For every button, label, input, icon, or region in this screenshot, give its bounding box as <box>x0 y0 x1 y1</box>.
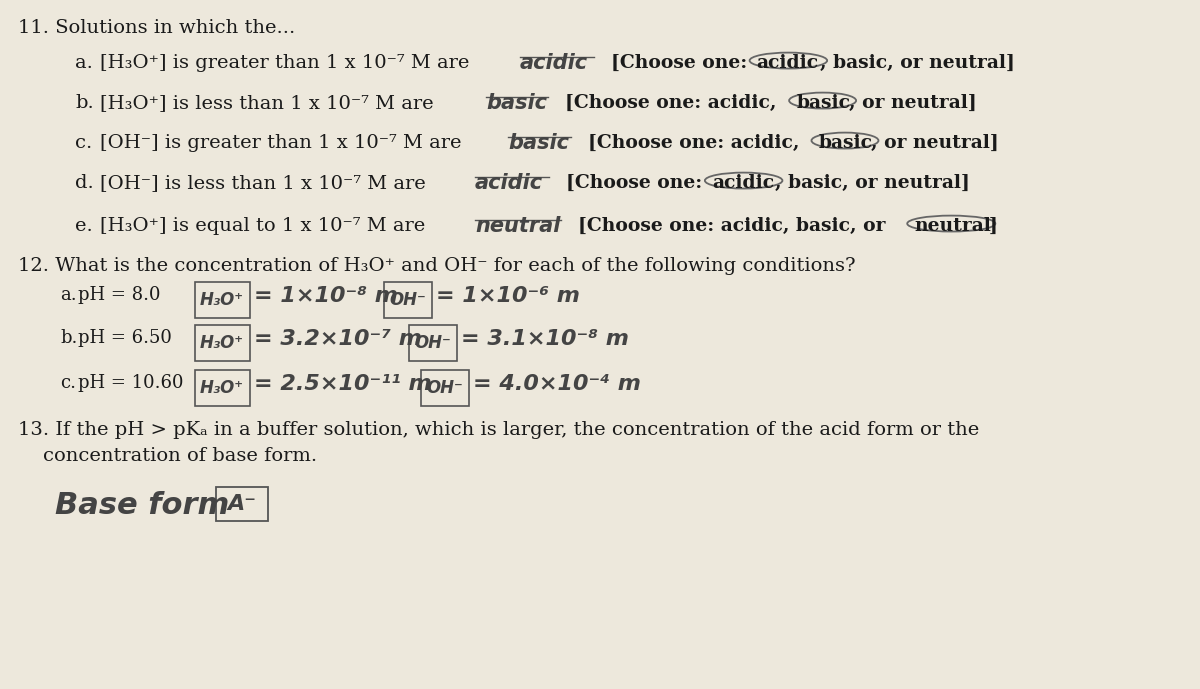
Text: [Choose one: acidic,: [Choose one: acidic, <box>552 94 784 112</box>
Text: 12. What is the concentration of H₃O⁺ and OH⁻ for each of the following conditio: 12. What is the concentration of H₃O⁺ an… <box>18 257 856 275</box>
Text: c.: c. <box>74 134 92 152</box>
Text: H₃O⁺: H₃O⁺ <box>200 291 244 309</box>
Text: basic: basic <box>509 133 570 153</box>
Text: concentration of base form.: concentration of base form. <box>18 447 317 465</box>
Text: = 2.5×10⁻¹¹ m: = 2.5×10⁻¹¹ m <box>254 374 432 394</box>
Bar <box>384 282 432 318</box>
Text: acidic: acidic <box>712 174 774 192</box>
Text: [Choose one: acidic, basic, or: [Choose one: acidic, basic, or <box>565 217 892 235</box>
Bar <box>194 370 250 406</box>
Text: b.: b. <box>60 329 77 347</box>
Text: [H₃O⁺] is greater than 1 x 10⁻⁷ M are: [H₃O⁺] is greater than 1 x 10⁻⁷ M are <box>100 54 469 72</box>
Text: = 3.1×10⁻⁸ m: = 3.1×10⁻⁸ m <box>461 329 629 349</box>
Text: a.: a. <box>60 286 77 304</box>
Text: = 1×10⁻⁸ m: = 1×10⁻⁸ m <box>254 286 398 306</box>
Text: OH⁻: OH⁻ <box>414 334 451 352</box>
Text: [Choose one: acidic,: [Choose one: acidic, <box>575 134 806 152</box>
Bar <box>409 325 457 361</box>
Text: OH⁻: OH⁻ <box>426 379 463 397</box>
Text: [OH⁻] is greater than 1 x 10⁻⁷ M are: [OH⁻] is greater than 1 x 10⁻⁷ M are <box>100 134 462 152</box>
Text: A⁻: A⁻ <box>228 494 257 514</box>
Text: H₃O⁺: H₃O⁺ <box>200 334 244 352</box>
Text: acidic: acidic <box>520 53 588 73</box>
Bar <box>216 487 269 521</box>
Text: 13. If the pH > pKₐ in a buffer solution, which is larger, the concentration of : 13. If the pH > pKₐ in a buffer solution… <box>18 421 979 439</box>
Bar <box>194 282 250 318</box>
Text: [Choose one:: [Choose one: <box>553 174 709 192</box>
Text: 11. Solutions in which the...: 11. Solutions in which the... <box>18 19 295 37</box>
Text: e.: e. <box>74 217 92 235</box>
Bar <box>194 325 250 361</box>
Text: = 3.2×10⁻⁷ m: = 3.2×10⁻⁷ m <box>254 329 422 349</box>
Text: neutral: neutral <box>914 217 991 235</box>
Text: = 4.0×10⁻⁴ m: = 4.0×10⁻⁴ m <box>473 374 641 394</box>
Text: OH⁻: OH⁻ <box>390 291 426 309</box>
Text: = 1×10⁻⁶ m: = 1×10⁻⁶ m <box>437 286 580 306</box>
Text: H₃O⁺: H₃O⁺ <box>200 379 244 397</box>
Text: pH = 10.60: pH = 10.60 <box>78 374 184 392</box>
Text: , or neutral]: , or neutral] <box>850 94 977 112</box>
Text: c.: c. <box>60 374 76 392</box>
Text: [Choose one:: [Choose one: <box>598 54 754 72</box>
Text: , basic, or neutral]: , basic, or neutral] <box>775 174 971 192</box>
Text: pH = 6.50: pH = 6.50 <box>78 329 172 347</box>
Text: acidic: acidic <box>475 173 544 193</box>
Text: [OH⁻] is less than 1 x 10⁻⁷ M are: [OH⁻] is less than 1 x 10⁻⁷ M are <box>100 174 426 192</box>
Text: acidic: acidic <box>756 54 818 72</box>
Text: Base form: Base form <box>55 491 229 520</box>
Text: basic: basic <box>796 94 850 112</box>
Text: basic: basic <box>486 93 547 113</box>
Text: a.: a. <box>74 54 92 72</box>
Text: basic: basic <box>818 134 872 152</box>
Text: pH = 8.0: pH = 8.0 <box>78 286 161 304</box>
Text: ]: ] <box>989 217 997 235</box>
Text: [H₃O⁺] is less than 1 x 10⁻⁷ M are: [H₃O⁺] is less than 1 x 10⁻⁷ M are <box>100 94 433 112</box>
Text: d.: d. <box>74 174 94 192</box>
Text: , basic, or neutral]: , basic, or neutral] <box>820 54 1015 72</box>
Bar <box>421 370 469 406</box>
Text: b.: b. <box>74 94 94 112</box>
Text: , or neutral]: , or neutral] <box>871 134 1000 152</box>
Text: neutral: neutral <box>475 216 560 236</box>
Text: [H₃O⁺] is equal to 1 x 10⁻⁷ M are: [H₃O⁺] is equal to 1 x 10⁻⁷ M are <box>100 217 425 235</box>
